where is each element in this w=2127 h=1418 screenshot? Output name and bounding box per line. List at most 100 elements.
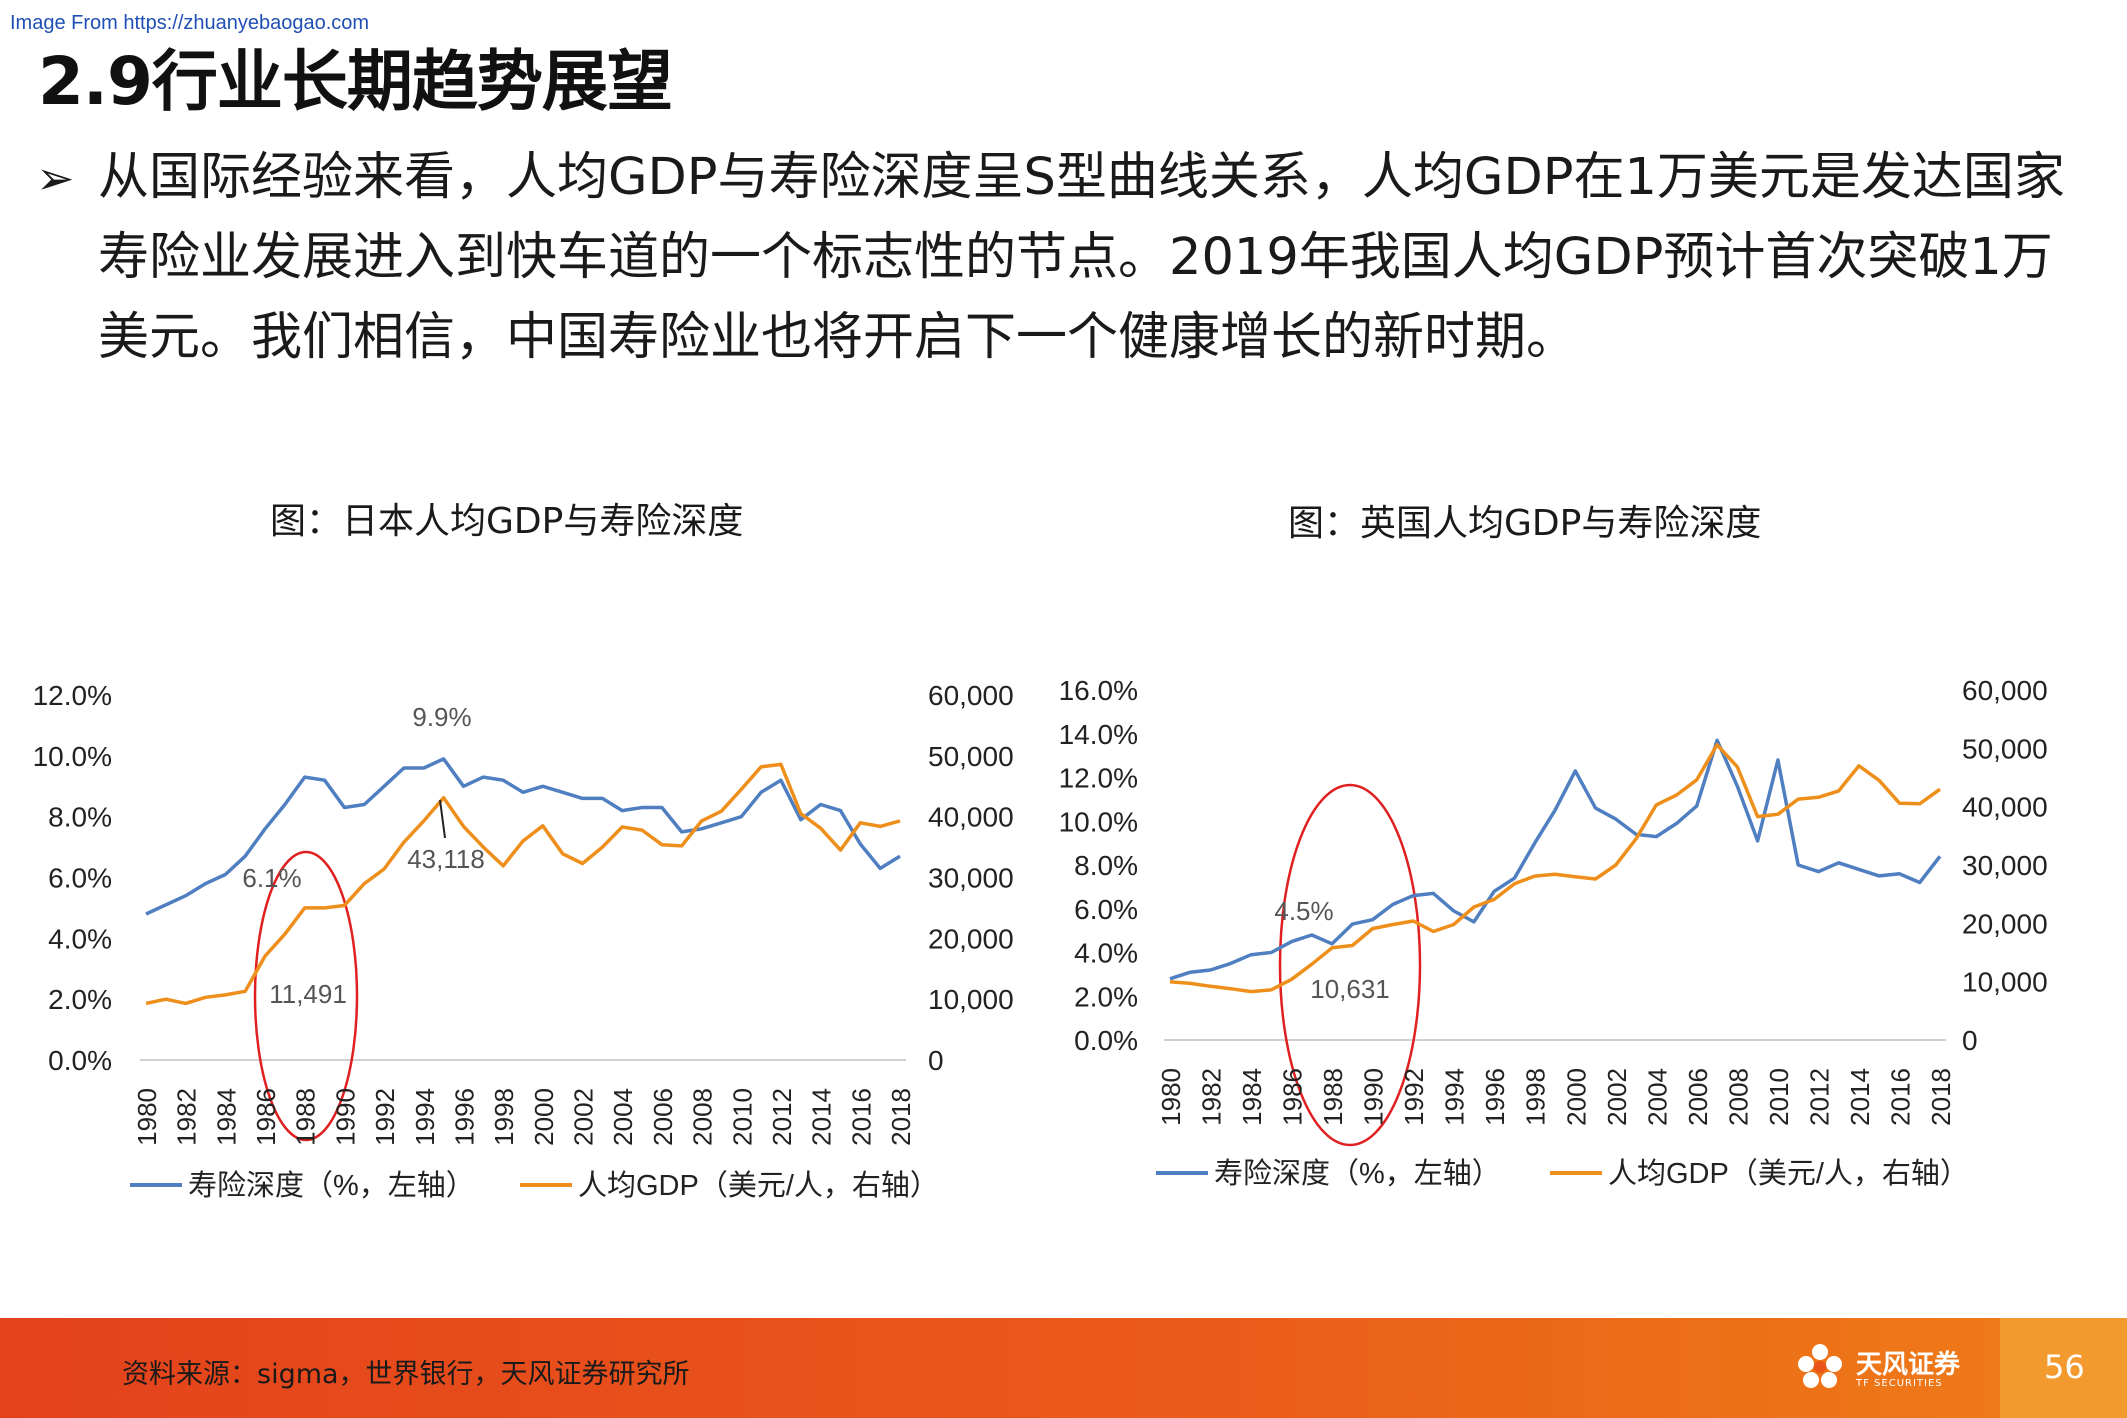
x-tick-label: 1996 xyxy=(1480,1068,1510,1126)
y-left-tick-label: 2.0% xyxy=(1074,981,1138,1012)
x-tick-label: 2016 xyxy=(1885,1068,1915,1126)
legend-label: 人均GDP（美元/人，右轴） xyxy=(578,1169,939,1202)
bullet-arrow-icon: ➢ xyxy=(36,151,75,205)
brand-logo: 天风证券 TF SECURITIES xyxy=(1792,1338,1972,1398)
legend-label: 人均GDP（美元/人，右轴） xyxy=(1608,1157,1969,1190)
y-left-tick-label: 12.0% xyxy=(33,680,112,711)
highlight-ellipse xyxy=(253,850,359,1142)
x-tick-label: 1982 xyxy=(1197,1068,1227,1126)
y-right-tick-label: 0 xyxy=(928,1045,944,1076)
y-left-tick-label: 4.0% xyxy=(48,923,112,954)
y-left-tick-label: 8.0% xyxy=(1074,850,1138,881)
x-tick-label: 1986 xyxy=(251,1088,281,1146)
annotation-peak-depth: 9.9% xyxy=(412,702,471,732)
x-tick-label: 2008 xyxy=(1723,1068,1753,1126)
legend-label: 寿险深度（%，左轴） xyxy=(188,1169,475,1202)
y-right-tick-label: 30,000 xyxy=(928,863,1014,894)
y-right-tick-label: 60,000 xyxy=(928,680,1014,711)
series-life-insurance-depth-line xyxy=(1169,738,1942,981)
x-tick-label: 2014 xyxy=(1845,1068,1875,1126)
annotation-peak-gdp: 43,118 xyxy=(407,844,485,874)
y-right-tick-label: 20,000 xyxy=(928,923,1014,954)
y-left-tick-label: 10.0% xyxy=(33,741,112,772)
y-left-tick-label: 6.0% xyxy=(48,863,112,894)
x-tick-label: 2012 xyxy=(1804,1068,1834,1126)
y-right-tick-label: 60,000 xyxy=(1962,675,2048,706)
x-tick-label: 1988 xyxy=(291,1088,321,1146)
x-tick-label: 2018 xyxy=(886,1088,916,1146)
x-tick-label: 1988 xyxy=(1318,1068,1348,1126)
legend-label: 寿险深度（%，左轴） xyxy=(1214,1157,1501,1190)
annotation-gdp-1990: 10,631 xyxy=(1310,974,1390,1004)
brand-name-en: TF SECURITIES xyxy=(1856,1378,1943,1389)
x-tick-label: 1990 xyxy=(330,1088,360,1146)
brand-name-cn: 天风证券 xyxy=(1856,1350,1961,1380)
x-tick-label: 2008 xyxy=(688,1088,718,1146)
series-gdp-per-capita-line xyxy=(145,762,901,1006)
series-gdp-per-capita-line xyxy=(1169,743,1942,994)
y-right-tick-label: 10,000 xyxy=(928,984,1014,1015)
chart-title-japan: 图：日本人均GDP与寿险深度 xyxy=(270,501,744,542)
y-right-tick-label: 40,000 xyxy=(1962,792,2048,823)
x-tick-label: 2010 xyxy=(727,1088,757,1146)
x-tick-label: 1998 xyxy=(1521,1068,1551,1126)
bullet-text: 从国际经验来看，人均GDP与寿险深度呈S型曲线关系，人均GDP在1万美元是发达国… xyxy=(98,148,2065,367)
x-tick-label: 2014 xyxy=(807,1088,837,1146)
x-tick-label: 2006 xyxy=(1683,1068,1713,1126)
x-tick-label: 1990 xyxy=(1359,1068,1389,1126)
x-tick-label: 2000 xyxy=(1561,1068,1591,1126)
page-number: 56 xyxy=(2044,1348,2085,1386)
y-left-tick-label: 2.0% xyxy=(48,984,112,1015)
x-tick-label: 1992 xyxy=(1399,1068,1429,1126)
y-left-tick-label: 0.0% xyxy=(48,1045,112,1076)
x-tick-label: 2018 xyxy=(1926,1068,1956,1126)
x-tick-label: 2002 xyxy=(569,1088,599,1146)
y-right-tick-label: 10,000 xyxy=(1962,967,2048,998)
y-left-tick-label: 8.0% xyxy=(48,802,112,833)
y-right-tick-label: 50,000 xyxy=(928,741,1014,772)
flower-logo-icon xyxy=(1798,1344,1842,1388)
x-tick-label: 2004 xyxy=(1642,1068,1672,1126)
y-right-tick-label: 20,000 xyxy=(1962,908,2048,939)
y-left-tick-label: 16.0% xyxy=(1059,675,1138,706)
watermark[interactable]: Image From https://zhuanyebaogao.com xyxy=(10,12,370,34)
y-left-tick-label: 10.0% xyxy=(1059,806,1138,837)
x-tick-label: 2016 xyxy=(846,1088,876,1146)
japan-chart: 0.0% 2.0% 4.0% 6.0% 8.0% 10.0% 12.0% 0 10,000 20,… xyxy=(33,680,1014,1202)
highlight-ellipse xyxy=(1278,783,1422,1147)
bullet-paragraph: ➢ 从国际经验来看，人均GDP与寿险深度呈S型曲线关系，人均GDP在1万美元是发… xyxy=(36,138,2096,378)
x-tick-label: 1980 xyxy=(1156,1068,1186,1126)
page-number-box: 56 xyxy=(2000,1318,2127,1418)
x-tick-label: 1984 xyxy=(1237,1068,1267,1126)
x-tick-label: 2000 xyxy=(529,1088,559,1146)
x-tick-label: 2004 xyxy=(608,1088,638,1146)
x-tick-label: 1994 xyxy=(1440,1068,1470,1126)
x-tick-label: 1984 xyxy=(211,1088,241,1146)
x-tick-label: 1982 xyxy=(172,1088,202,1146)
y-right-tick-label: 30,000 xyxy=(1962,850,2048,881)
page-title: 2.9行业长期趋势展望 xyxy=(38,43,673,120)
footer-bar: 资料来源：sigma，世界银行，天风证券研究所 天风证券 TF SECURITI… xyxy=(0,1318,2127,1418)
x-tick-label: 2002 xyxy=(1602,1068,1632,1126)
chart-title-uk: 图：英国人均GDP与寿险深度 xyxy=(1288,503,1762,544)
x-tick-label: 1998 xyxy=(489,1088,519,1146)
y-left-tick-label: 12.0% xyxy=(1059,763,1138,794)
y-left-tick-label: 4.0% xyxy=(1074,938,1138,969)
annotation-depth-1990: 4.5% xyxy=(1274,896,1333,926)
annotation-depth-1986: 6.1% xyxy=(242,863,301,893)
x-tick-label: 1994 xyxy=(410,1088,440,1146)
annotation-leader-line xyxy=(439,799,446,839)
x-tick-label: 2010 xyxy=(1764,1068,1794,1126)
y-right-tick-label: 50,000 xyxy=(1962,733,2048,764)
x-tick-label: 2012 xyxy=(767,1088,797,1146)
x-tick-label: 1980 xyxy=(132,1088,162,1146)
x-tick-label: 2006 xyxy=(648,1088,678,1146)
y-left-tick-label: 14.0% xyxy=(1059,719,1138,750)
y-left-tick-label: 0.0% xyxy=(1074,1025,1138,1056)
y-right-tick-label: 0 xyxy=(1962,1025,1978,1056)
y-right-tick-label: 40,000 xyxy=(928,802,1014,833)
series-life-insurance-depth-line xyxy=(145,757,901,916)
y-left-tick-label: 6.0% xyxy=(1074,894,1138,925)
uk-chart: 0.0% 2.0% 4.0% 6.0% 8.0% 10.0% 12.0% 14.0% 16.0%… xyxy=(1059,675,2048,1190)
x-tick-label: 1992 xyxy=(370,1088,400,1146)
